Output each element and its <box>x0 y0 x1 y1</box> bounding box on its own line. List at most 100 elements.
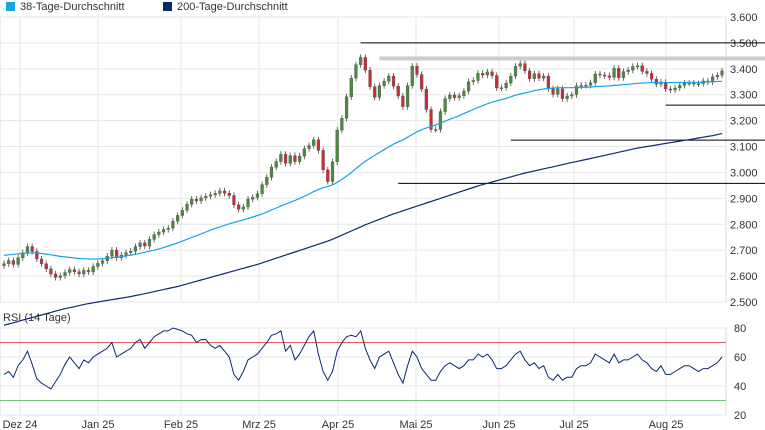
candle-body <box>443 98 447 112</box>
candle-body <box>617 68 621 78</box>
candle-body <box>495 75 499 89</box>
candle-body <box>509 75 513 84</box>
legend-label-ma200: 200-Tage-Durchschnitt <box>177 1 288 13</box>
x-tick-label: Dez 24 <box>3 419 38 430</box>
candle-body <box>452 94 457 98</box>
candle-body <box>133 246 138 252</box>
candle-body <box>640 65 644 72</box>
candle-body <box>204 196 208 199</box>
candle-body <box>434 129 438 131</box>
candle-body <box>190 198 194 205</box>
candle-body <box>340 118 344 131</box>
candle-body <box>312 139 316 146</box>
candle-body <box>279 154 283 162</box>
x-tick-label: Mai 25 <box>399 419 432 430</box>
candle-body <box>63 272 67 277</box>
candle-body <box>584 84 588 87</box>
candle-body <box>532 73 536 79</box>
x-tick-label: Jan 25 <box>81 419 114 430</box>
rsi-tick-label: 40 <box>734 381 746 393</box>
candle-body <box>556 88 560 95</box>
legend-item-ma38: 38-Tage-Durchschnitt <box>6 1 125 13</box>
candle-body <box>16 257 20 265</box>
x-tick-label: Jul 25 <box>559 419 588 430</box>
candle-body <box>77 271 81 275</box>
candle-body <box>11 260 15 265</box>
candle-body <box>420 74 424 90</box>
candle-body <box>673 87 677 91</box>
candle-body <box>359 57 363 65</box>
candle-body <box>39 258 44 264</box>
candle-body <box>255 193 260 198</box>
candle-body <box>546 75 550 89</box>
candle-body <box>44 263 48 270</box>
candle-body <box>49 268 53 275</box>
candle-body <box>410 66 414 86</box>
candle-body <box>654 78 658 85</box>
candle-body <box>213 193 217 195</box>
candle-body <box>330 161 335 182</box>
resistance-zone <box>379 56 765 61</box>
candle-body <box>157 231 161 235</box>
candle-body <box>2 263 6 266</box>
y-tick-label: 2.900 <box>730 193 758 205</box>
candle-body <box>288 155 292 164</box>
candle-body <box>513 66 518 77</box>
candle-body <box>720 70 724 76</box>
candle-body <box>293 155 297 162</box>
candle-body <box>218 190 222 194</box>
candle-body <box>91 266 95 273</box>
candle-body <box>241 206 245 210</box>
candle-body <box>692 82 696 85</box>
rsi-tick-label: 20 <box>734 410 746 422</box>
candle-body <box>373 86 377 98</box>
candle-body <box>551 88 555 95</box>
x-tick-label: Apr 25 <box>322 419 354 430</box>
candle-body <box>110 249 114 257</box>
candle-body <box>260 184 264 194</box>
candle-body <box>143 242 147 247</box>
candle-body <box>344 96 349 119</box>
rsi-line <box>3 327 723 390</box>
candle-body <box>471 80 475 82</box>
candle-body <box>100 260 105 264</box>
candle-body <box>382 81 386 86</box>
candle-body <box>682 82 687 86</box>
y-tick-label: 2.500 <box>730 297 758 309</box>
candle-body <box>152 234 156 240</box>
y-tick-label: 2.700 <box>730 245 758 257</box>
candle-body <box>363 57 367 71</box>
candle-body <box>171 220 175 229</box>
candle-body <box>335 130 339 163</box>
candle-body <box>424 88 428 110</box>
candle-body <box>387 75 391 82</box>
candle-body <box>696 83 701 85</box>
candle-body <box>499 87 504 89</box>
candle-body <box>448 94 452 99</box>
candle-body <box>612 68 616 78</box>
candle-body <box>650 73 654 80</box>
candle-body <box>565 95 569 99</box>
y-tick-label: 2.600 <box>730 271 758 283</box>
y-tick-label: 3.100 <box>730 142 758 154</box>
candle-body <box>321 150 325 171</box>
candle-body <box>7 260 11 264</box>
candle-body <box>523 63 527 72</box>
candle-body <box>82 270 86 275</box>
candle-body <box>326 169 330 182</box>
candle-body <box>527 70 532 79</box>
candle-body <box>593 73 597 84</box>
candle-body <box>377 85 382 98</box>
candle-body <box>194 198 199 202</box>
candle-body <box>68 269 72 273</box>
y-tick-label: 3.000 <box>730 167 758 179</box>
x-tick-label: Mrz 25 <box>242 419 276 430</box>
candle-body <box>298 155 302 162</box>
ma38-line <box>3 80 723 260</box>
y-tick-label: 3.600 <box>730 12 758 24</box>
candle-body <box>570 94 574 97</box>
candle-body <box>54 273 58 278</box>
candle-body <box>481 73 485 76</box>
candle-body <box>391 75 396 87</box>
candle-body <box>25 246 30 253</box>
